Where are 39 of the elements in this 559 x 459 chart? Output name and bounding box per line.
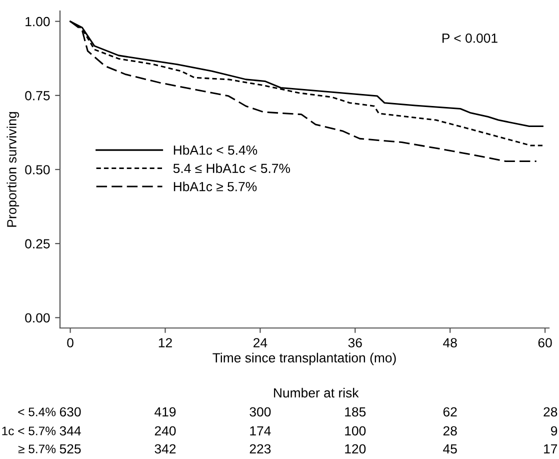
x-tick-label: 12 <box>158 338 172 348</box>
x-tick-label: 48 <box>443 338 457 348</box>
y-tick-label: 0.25 <box>25 239 50 248</box>
text: 28 <box>443 426 457 436</box>
text: 120 <box>345 444 366 454</box>
y-tick-label: 0.75 <box>25 91 50 100</box>
legend-label: HbA1c < 5.4% <box>174 145 258 155</box>
x-tick-label: 60 <box>538 338 552 348</box>
text: 419 <box>154 407 176 417</box>
text: 17 <box>544 444 558 454</box>
text: 300 <box>250 407 271 417</box>
y-tick-label: 0.50 <box>25 165 50 174</box>
annotation: P < 0.001 <box>442 33 498 43</box>
text: 174 <box>250 426 271 436</box>
y-tick-label: 1.00 <box>26 16 50 26</box>
text: 525 <box>60 444 81 454</box>
text: ≥ 5.7% <box>18 444 56 454</box>
text: 62 <box>443 407 457 417</box>
y-axis-title: Proportion surviving <box>6 112 20 227</box>
text: 630 <box>60 407 81 417</box>
text: < 5.4% <box>18 408 56 416</box>
x-tick-label: 24 <box>254 338 268 348</box>
legend-label: 5.4 ≤ HbA1c < 5.7% <box>173 163 290 174</box>
text: 240 <box>154 426 176 436</box>
text: 45 <box>443 444 457 454</box>
text: 9 <box>550 426 558 436</box>
y-tick-label: 0.00 <box>25 313 50 323</box>
x-tick-label: 0 <box>67 338 74 348</box>
text: 185 <box>345 407 366 417</box>
text: Number at risk <box>274 388 359 398</box>
text: 342 <box>154 444 176 454</box>
text: 344 <box>60 426 81 436</box>
text: 100 <box>345 426 366 436</box>
text: 28 <box>544 407 558 417</box>
x-tick-label: 36 <box>348 338 362 348</box>
text: 1c < 5.7% <box>2 426 56 436</box>
legend-label: HbA1c ≥ 5.7% <box>174 182 257 192</box>
text: 223 <box>250 444 271 454</box>
x-axis-title: Time since transplantation (mo) <box>212 352 396 366</box>
